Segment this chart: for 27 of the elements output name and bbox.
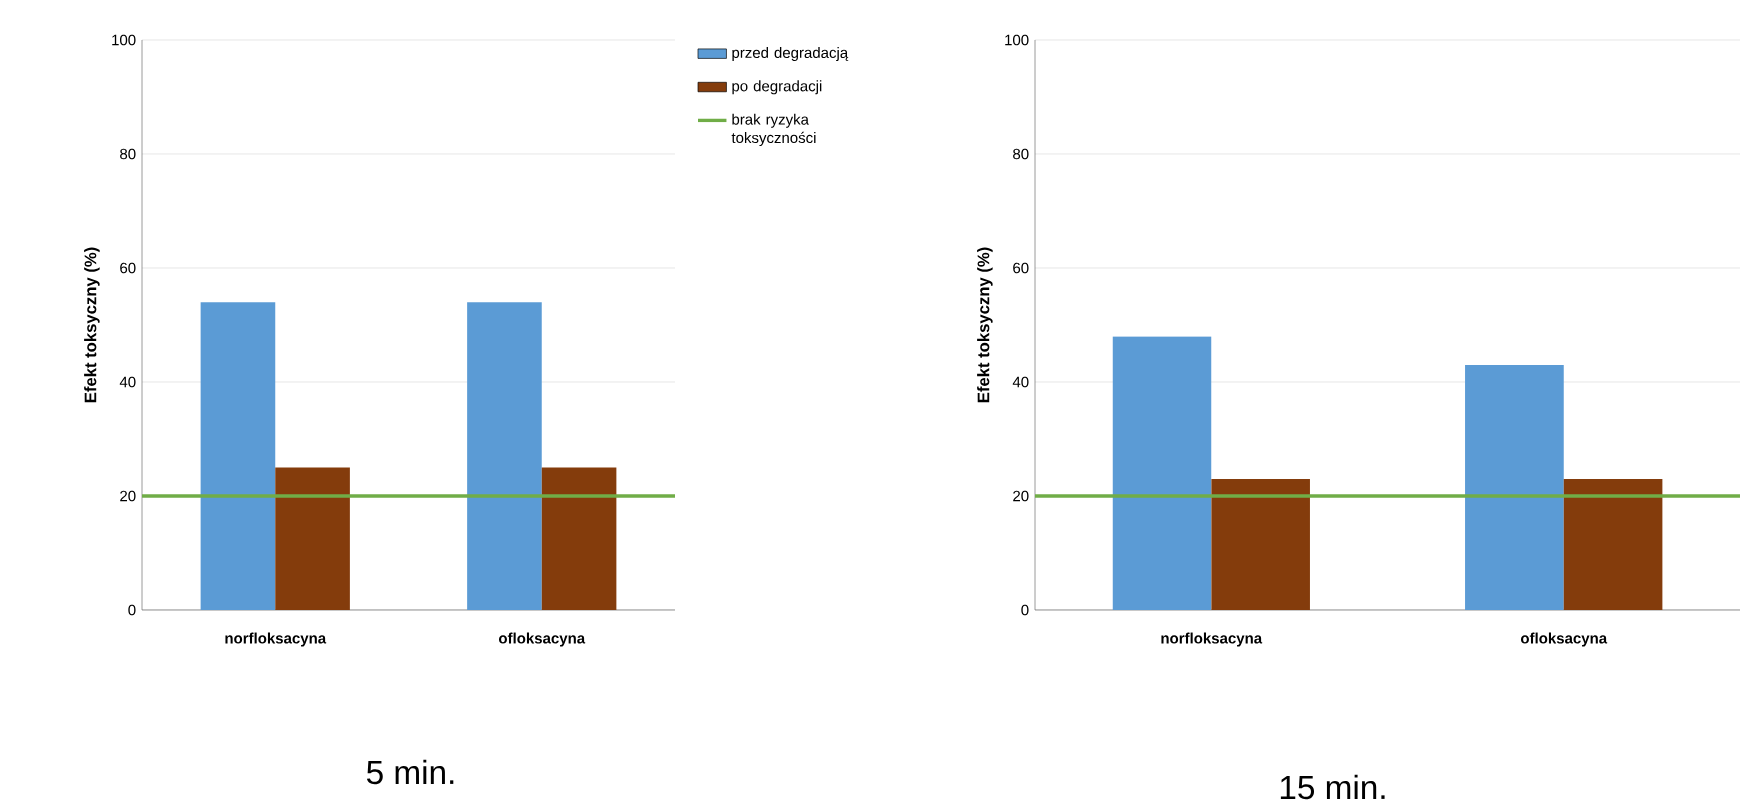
x-tick-label: ofloksacyna	[1520, 632, 1608, 647]
bar	[1563, 478, 1663, 610]
y-tick-label: 40	[119, 376, 136, 388]
text: 15 min.	[1280, 774, 1385, 800]
y-tick-label: 0	[1021, 604, 1029, 616]
y-tick-label: 60	[120, 262, 136, 274]
legend-label: po degradacji	[732, 80, 822, 95]
x-tick-label: ofloksacyna	[498, 632, 586, 647]
bar	[1211, 478, 1310, 610]
bar	[1465, 364, 1564, 610]
y-tick-label: 100	[1005, 34, 1029, 46]
bar	[1112, 336, 1212, 610]
y-tick-label: 40	[1012, 376, 1029, 388]
y-axis-title: Efekt toksyczny (%)	[84, 247, 100, 403]
legend-label: brak ryzyka toksyczności	[731, 113, 816, 147]
x-tick-label: norfloksacyna	[1161, 632, 1263, 647]
y-tick-label: 0	[128, 604, 136, 616]
y-tick-label: 20	[120, 490, 136, 502]
y-tick-label: 20	[1013, 490, 1029, 502]
y-axis-title: Efekt toksyczny (%)	[977, 247, 993, 403]
y-tick-label: 100	[112, 34, 136, 46]
x-tick-label: norfloksacyna	[225, 632, 327, 647]
legend-label: przed degradacją	[732, 46, 849, 61]
y-tick-label: 80	[120, 148, 136, 160]
y-tick-label: 80	[1013, 148, 1029, 160]
y-tick-label: 60	[1013, 262, 1029, 274]
text: 5 min.	[366, 759, 454, 785]
